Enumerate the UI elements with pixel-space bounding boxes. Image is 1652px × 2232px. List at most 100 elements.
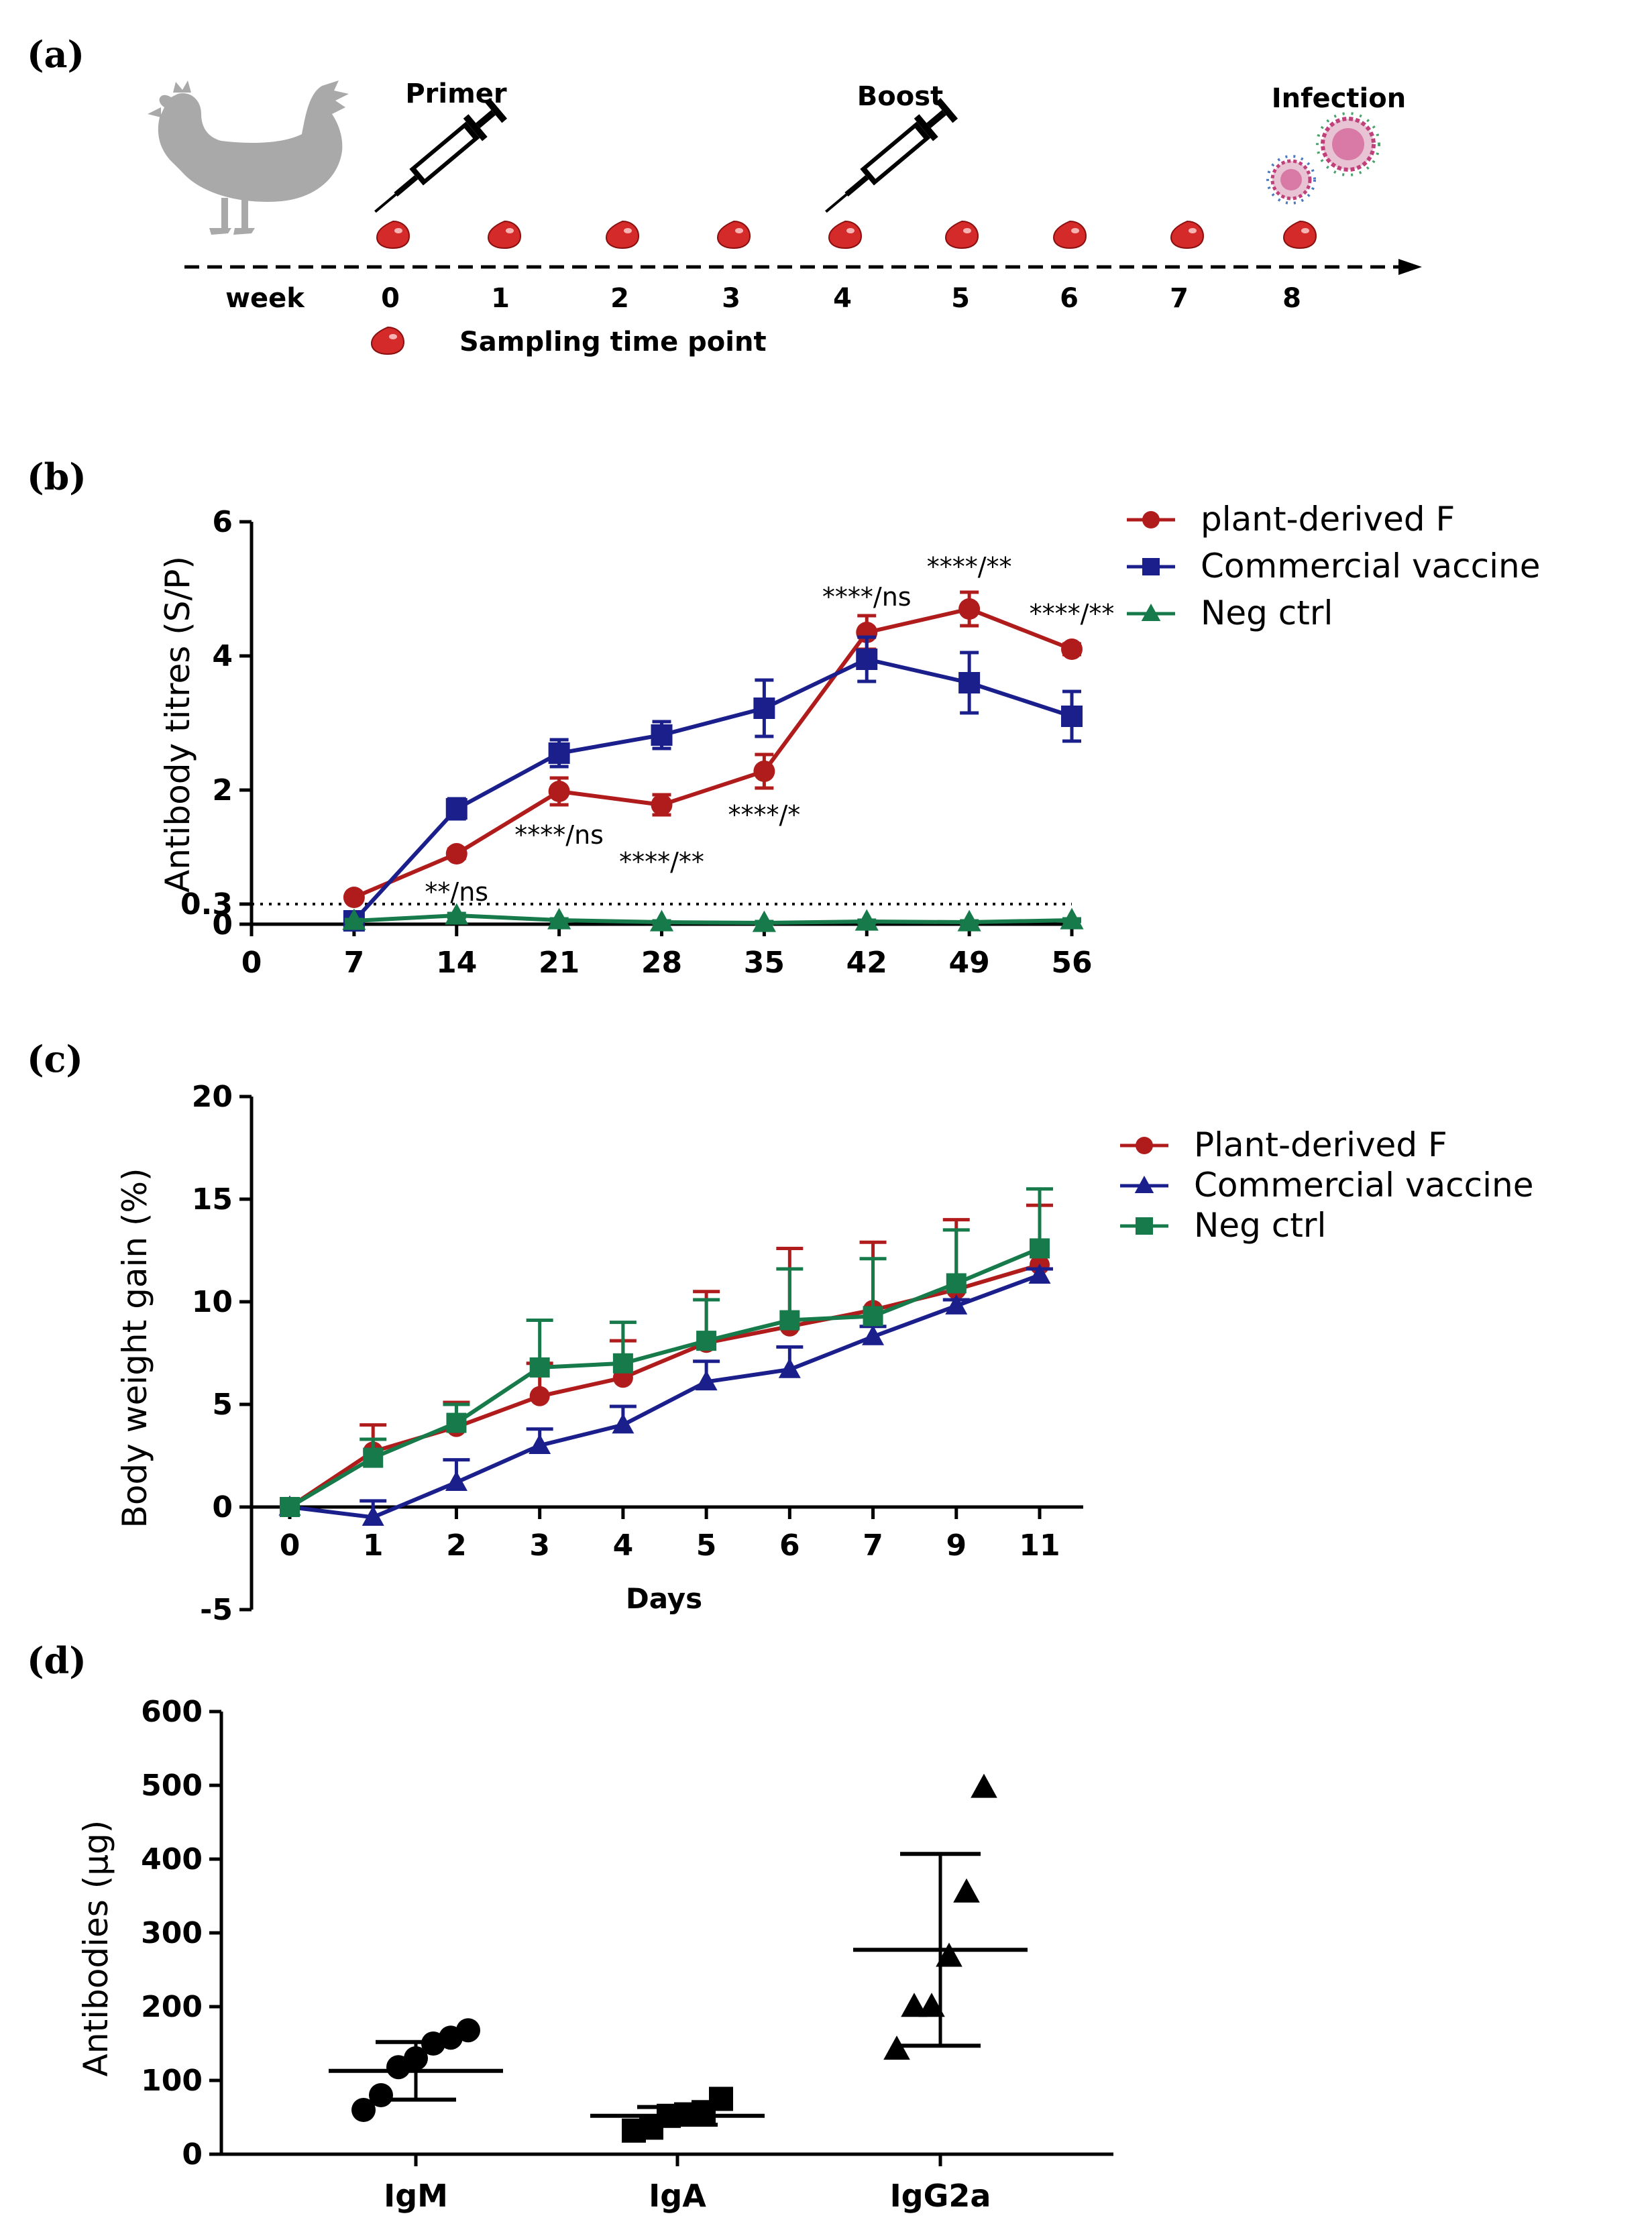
panel-d-plot: 0 100 200 300 400 500 600 IgM IgA IgG2a xyxy=(141,1695,1113,2214)
legend-label: plant-derived F xyxy=(1201,500,1455,539)
data-point xyxy=(548,742,570,764)
x-tick-label: 28 xyxy=(641,946,682,980)
y-tick-label: 10 xyxy=(192,1285,233,1319)
syringe-icon xyxy=(825,98,958,213)
data-point xyxy=(649,909,674,932)
y-tick-label: 200 xyxy=(141,1990,203,2024)
blood-drop-icon xyxy=(1053,221,1087,249)
x-tick-label: 56 xyxy=(1051,946,1092,980)
data-point xyxy=(778,1357,801,1378)
significance-label: ****/* xyxy=(728,800,800,830)
timeline-week-tick: 1 xyxy=(491,283,510,314)
data-point xyxy=(936,1942,962,1967)
legend-label: Commercial vaccine xyxy=(1201,547,1541,585)
data-point xyxy=(1060,907,1084,930)
data-point xyxy=(1028,1263,1051,1284)
data-point xyxy=(958,672,981,693)
panel-b-label: (b) xyxy=(27,455,87,498)
y-tick-label: 400 xyxy=(141,1842,203,1877)
y-tick-label: 500 xyxy=(141,1769,203,1803)
y-tick-label: 0.3 xyxy=(180,887,233,922)
significance-label: ****/ns xyxy=(822,582,912,612)
x-tick-label: 5 xyxy=(696,1528,717,1563)
timeline-legend: Sampling time point xyxy=(459,327,767,357)
significance-label: ****/** xyxy=(1030,599,1115,628)
data-point xyxy=(363,1447,384,1468)
panel-d: (d) Antibodies (µg) 0 100 200 300 400 500 600 I… xyxy=(27,1639,1113,2214)
x-tick-label: 49 xyxy=(949,946,990,980)
significance-label: ****/ns xyxy=(514,820,604,850)
blood-drop-icon xyxy=(828,221,862,249)
data-point xyxy=(456,2018,480,2043)
series-green xyxy=(280,1187,1053,1517)
x-tick-label: IgA xyxy=(649,2178,706,2214)
data-point xyxy=(1030,1238,1050,1259)
data-point xyxy=(351,2098,376,2122)
group-IgA xyxy=(590,2086,765,2143)
y-tick-label: 600 xyxy=(141,1695,203,1729)
data-point xyxy=(971,1773,997,1798)
virus-icon xyxy=(1316,112,1380,176)
x-tick-label: 42 xyxy=(846,946,887,980)
data-point xyxy=(529,1433,551,1454)
timeline-event-primer: Primer xyxy=(405,78,507,109)
data-point xyxy=(753,698,775,719)
y-tick-label: -5 xyxy=(200,1593,233,1627)
data-point xyxy=(953,1878,980,1903)
group-IgG2a xyxy=(853,1773,1028,2060)
data-point xyxy=(369,2083,393,2107)
group-IgM xyxy=(329,2018,503,2122)
data-point xyxy=(957,909,981,932)
blood-drop-icon xyxy=(945,221,979,249)
x-tick-label: 14 xyxy=(436,946,477,980)
data-point xyxy=(612,1413,635,1434)
x-tick-label: IgM xyxy=(384,2178,448,2214)
data-point xyxy=(529,1386,550,1406)
panel-c-plot: -5 0 5 10 15 20 0 1 2 3 4 5 6 7 9 11 xyxy=(192,1080,1083,1627)
blood-drop-icon xyxy=(376,221,410,249)
blood-drop-icon xyxy=(371,327,404,355)
panel-d-ylabel: Antibodies (µg) xyxy=(76,1820,115,2077)
panel-b-ylabel: Antibody titres (S/P) xyxy=(158,556,197,893)
data-point xyxy=(446,1412,467,1433)
data-point xyxy=(695,1370,718,1391)
panel-d-label: (d) xyxy=(27,1639,87,1682)
data-point xyxy=(280,1497,300,1517)
panel-a: (a) xyxy=(27,33,1422,357)
timeline-week-tick: 0 xyxy=(381,283,400,314)
data-point xyxy=(901,1993,928,2017)
x-tick-label: 0 xyxy=(280,1528,300,1563)
timeline-week-label: week xyxy=(225,283,305,314)
data-point xyxy=(445,1471,467,1492)
significance-label: ****/** xyxy=(927,552,1012,581)
data-point xyxy=(855,909,879,931)
data-point xyxy=(862,1325,885,1345)
data-point xyxy=(856,649,878,670)
x-tick-label: 1 xyxy=(363,1528,384,1563)
y-tick-label: 4 xyxy=(212,639,233,673)
x-tick-label: 6 xyxy=(779,1528,800,1563)
timeline-week-tick: 5 xyxy=(951,283,970,314)
blood-drop-icon xyxy=(606,221,639,249)
x-tick-label: 7 xyxy=(344,946,365,980)
series-line xyxy=(289,1273,1041,1520)
data-point xyxy=(863,1306,883,1327)
timeline-week-tick: 2 xyxy=(610,283,629,314)
x-tick-label: 35 xyxy=(744,946,785,980)
data-point xyxy=(445,798,467,820)
y-tick-label: 0 xyxy=(182,2137,203,2172)
data-point xyxy=(946,1273,967,1294)
data-point xyxy=(779,1310,800,1331)
data-point xyxy=(651,794,673,816)
y-tick-label: 300 xyxy=(141,1916,203,1950)
y-tick-label: 0 xyxy=(212,1490,233,1524)
series-line xyxy=(353,913,1072,926)
blood-drop-icon xyxy=(1283,221,1317,249)
y-tick-label: 2 xyxy=(212,773,233,807)
blood-drop-icon xyxy=(717,221,751,249)
data-point xyxy=(752,910,776,932)
y-tick-label: 6 xyxy=(212,505,233,539)
data-point xyxy=(1061,638,1083,660)
series-line xyxy=(288,1246,1041,1509)
